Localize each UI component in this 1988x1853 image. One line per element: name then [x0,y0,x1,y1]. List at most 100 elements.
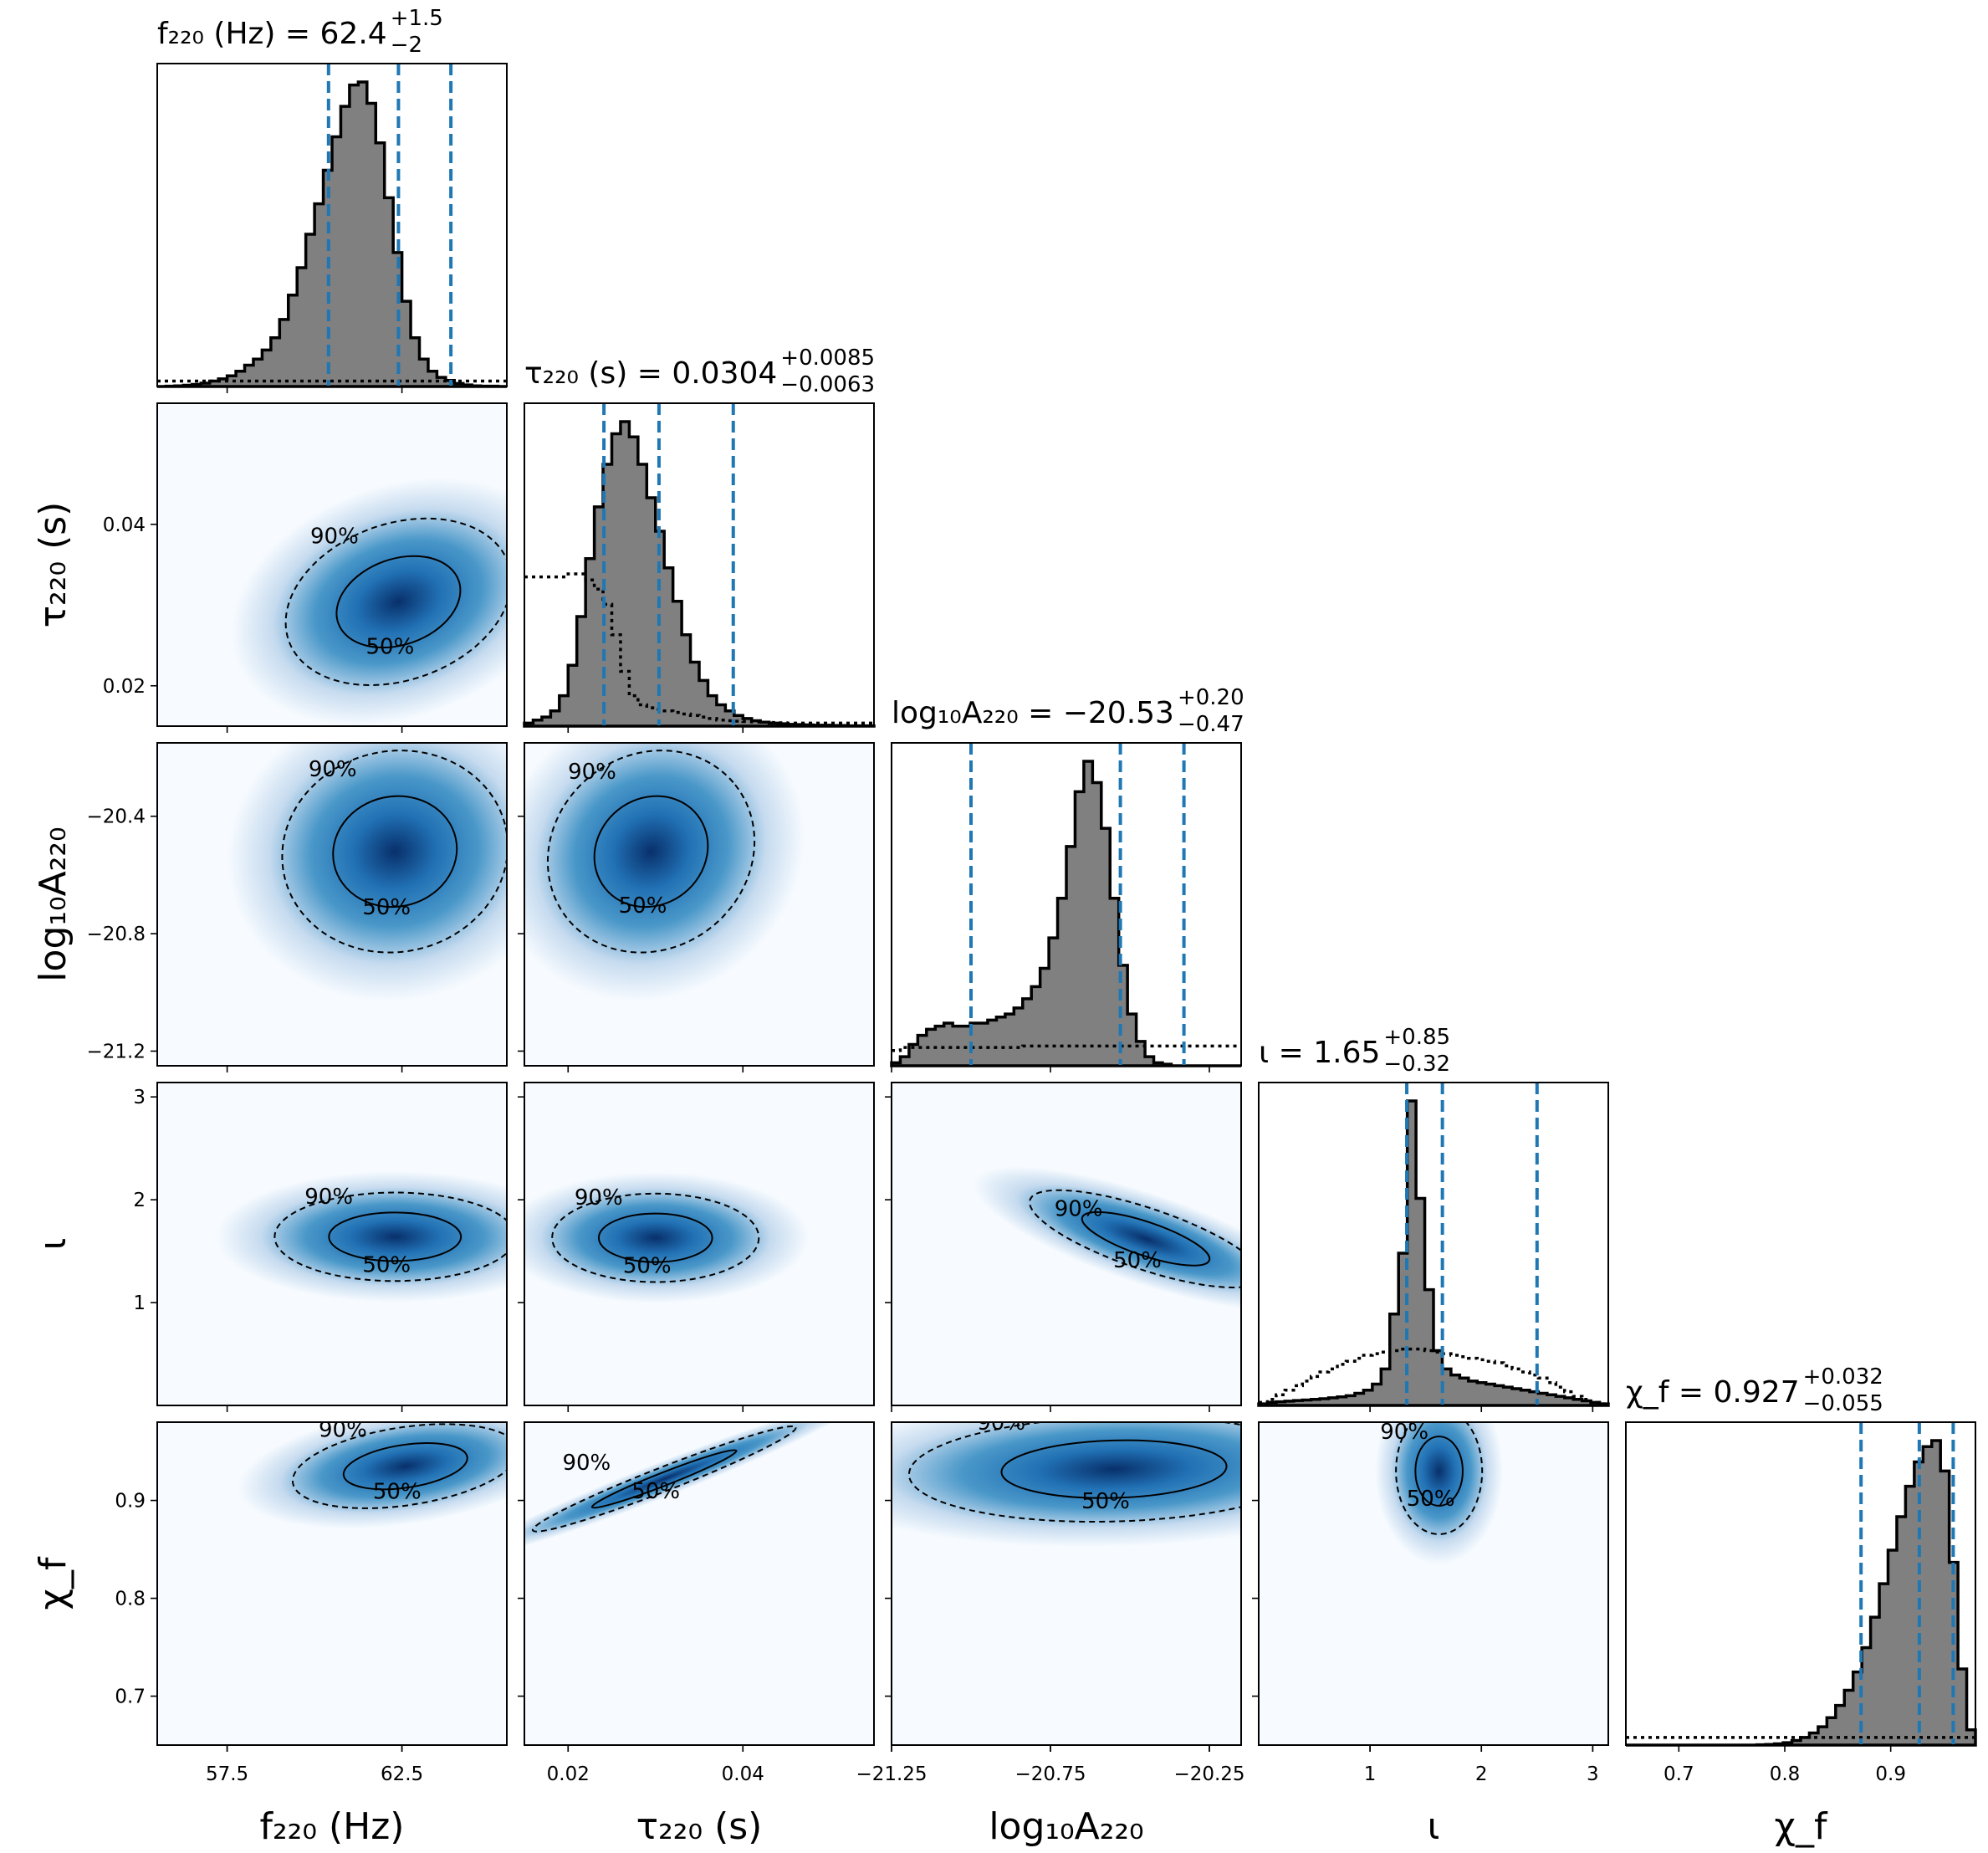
title-prefix: log₁₀A₂₂₀ = [892,696,1063,730]
density-blob [230,478,507,726]
x-tick-label: 0.8 [1770,1763,1801,1785]
pair-panel-content: 50% 90% [216,1170,507,1303]
posterior-hist-fill [1626,1441,1975,1745]
pair-panel-frame [891,1082,1242,1406]
contour-label-50: 50% [362,895,411,920]
title-median: 1.65 [1313,1036,1380,1070]
prior-hist [892,1044,1241,1052]
pair-panel-content: 50% 90% [892,1422,1241,1548]
pair-panel-frame [156,742,508,1067]
diag-panel-iota: ι = 1.65 +0.85−0.32 [1257,1025,1610,1407]
pair-panel-content: 50% 90% [238,1422,507,1529]
diag-panel-log10A220: log₁₀A₂₂₀ = −20.53 +0.20−0.47 [890,685,1244,1067]
title-prefix: τ₂₂₀ (s) = [524,356,672,391]
contour-label-50: 50% [619,893,667,919]
title-plus: +0.032 [1803,1364,1883,1390]
title-prefix: ι = [1259,1036,1313,1070]
y-tick-label: 2 [133,1190,146,1211]
x-tick-label: −20.75 [1014,1763,1086,1785]
pair-panel-content: 50% 90% [524,743,805,1002]
diag-panel-frame [156,63,508,387]
x-tick-label: −21.25 [856,1763,927,1785]
contour-50 [342,1442,468,1491]
diag-title-chif: χ_f = 0.927 [1626,1375,1800,1410]
title-prefix: f₂₂₀ (Hz) = [157,17,320,51]
density-blob [524,1422,861,1558]
title-minus: −2 [391,33,422,58]
x-tick-label: 0.02 [547,1763,590,1785]
pair-panel-log10A220-chif: 50% 90% [891,1421,1242,1746]
contour-50 [593,795,709,909]
y-tick-label: −21.2 [87,1041,146,1062]
x-axis-label-iota: ι [1428,1805,1440,1848]
x-tick-label: 0.7 [1663,1763,1694,1785]
density-blob [227,743,507,1002]
contour-label-90: 90% [562,1451,611,1476]
x-tick-label: 57.5 [206,1763,248,1785]
pair-panel-frame [524,1421,875,1746]
pair-panel-frame [524,1082,875,1406]
pair-panel-content: 50% 90% [524,1422,861,1558]
x-axis-label-f220: f₂₂₀ (Hz) [260,1805,405,1848]
title-plus: +0.85 [1383,1025,1450,1050]
contour-90 [284,517,507,686]
contour-label-50: 50% [1113,1248,1162,1273]
contour-90 [551,1192,760,1283]
pair-panel-frame [156,1082,508,1406]
contour-label-50: 50% [1081,1489,1130,1514]
contour-label-50: 50% [1407,1487,1455,1512]
posterior-hist-edge [1257,1099,1610,1407]
pair-panel-content: 50% 90% [973,1166,1241,1312]
x-tick-label: 0.04 [722,1763,764,1785]
pair-panel-content: 50% 90% [230,478,507,726]
posterior-hist-fill [524,422,874,726]
x-axis-label-log10A220: log₁₀A₂₂₀ [989,1805,1143,1848]
contour-90 [546,750,756,954]
contour-label-50: 50% [362,1253,411,1278]
contour-90 [291,1423,507,1509]
y-tick-label: 3 [133,1087,146,1108]
posterior-hist-fill [157,82,507,386]
contour-label-50: 50% [373,1480,422,1505]
density-blob [524,1171,810,1304]
title-plus: +0.0085 [780,346,875,371]
pair-panel-log10A220-iota: 50% 90% [891,1082,1242,1406]
y-tick-label: 0.8 [115,1589,146,1610]
contour-label-50: 50% [623,1254,672,1279]
y-axis-label-log10A220: log₁₀A₂₂₀ [32,827,74,981]
contour-50 [332,795,458,909]
contour-90 [273,1191,507,1282]
pair-panel-frame [156,1421,508,1746]
y-tick-label: −20.4 [87,806,146,828]
title-median: 0.927 [1714,1375,1800,1410]
x-tick-label: 62.5 [381,1763,423,1785]
x-tick-label: −20.25 [1173,1763,1244,1785]
x-tick-label: 2 [1475,1763,1488,1785]
contour-50 [1414,1436,1464,1507]
title-median: 62.4 [320,17,387,51]
pair-panel-frame [524,742,875,1067]
contour-90 [281,750,507,954]
diag-title-tau220: τ₂₂₀ (s) = 0.0304 [524,356,777,391]
pair-panel-content: 50% 90% [524,1171,810,1304]
contour-50 [328,1211,463,1262]
x-axis-label-tau220: τ₂₂₀ (s) [636,1805,763,1848]
x-tick-label: 1 [1364,1763,1377,1785]
diag-title-f220: f₂₂₀ (Hz) = 62.4 [157,17,387,51]
title-plus: +1.5 [391,6,443,31]
pair-panel-content: 50% 90% [227,743,507,1002]
y-tick-label: 0.02 [103,676,146,698]
pair-panel-frame [891,1421,1242,1746]
density-blob [238,1422,507,1529]
pair-panel-tau220-iota: 50% 90% [524,1082,875,1406]
pair-panel-f220-log10A220: 50% 90% [156,742,508,1067]
diag-panel-f220: f₂₂₀ (Hz) = 62.4 +1.5−2 [156,6,508,388]
contour-label-90: 90% [304,1185,353,1210]
diag-panel-frame [1258,1082,1609,1406]
density-blob [1374,1422,1504,1565]
contour-label-90: 90% [568,760,616,785]
title-median: −20.53 [1063,696,1174,730]
x-tick-label: 0.9 [1875,1763,1906,1785]
pair-panel-frame [1258,1421,1609,1746]
